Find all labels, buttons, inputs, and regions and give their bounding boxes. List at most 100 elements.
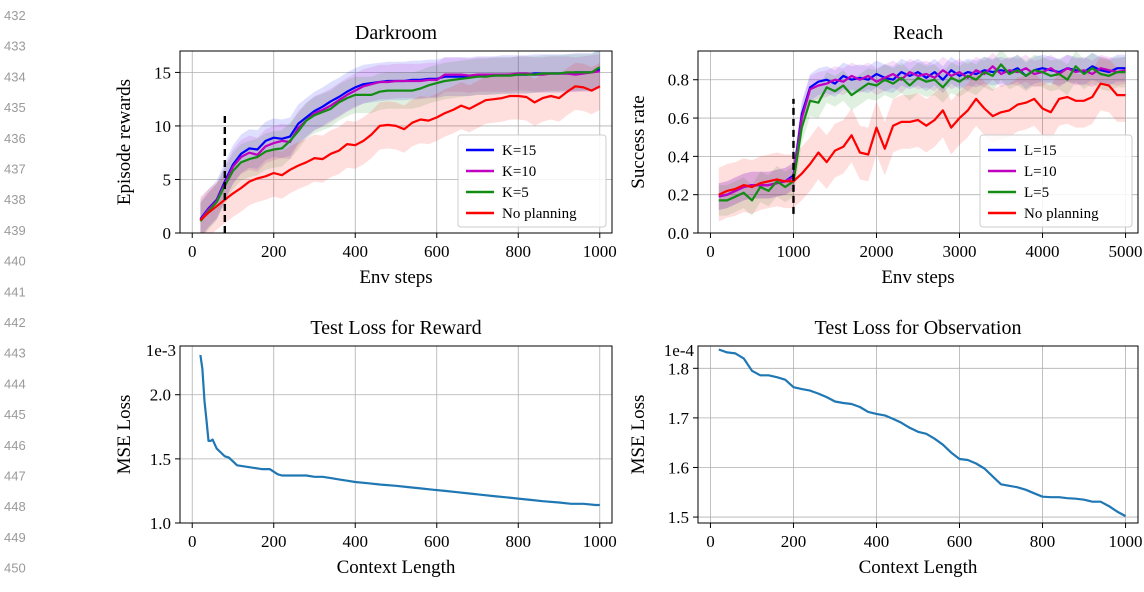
- x-tick-label: 200: [781, 532, 807, 551]
- y-tick-label: 0.4: [668, 147, 690, 166]
- line-number: 433: [4, 39, 26, 54]
- y-axis-label: MSE Loss: [114, 395, 135, 475]
- x-tick-label: 800: [506, 242, 532, 261]
- plot-frame: [179, 50, 613, 234]
- x-tick-label: 400: [864, 532, 890, 551]
- y-axis-label: Success rate: [628, 95, 649, 188]
- x-tick-label: 0: [706, 532, 715, 551]
- line-number: 441: [4, 284, 26, 299]
- legend: L=15 L=10 L=5 No planning: [979, 134, 1133, 228]
- reward_loss-chart: 0 200 400 600 800 1000 1.0 1.5 2.0 Test Loss for …: [114, 317, 617, 578]
- y-tick-label: 15: [154, 63, 171, 82]
- legend-label: L=10: [1024, 164, 1057, 180]
- line-number: 435: [4, 100, 26, 115]
- line-number: 442: [4, 315, 26, 330]
- line-number: 434: [4, 69, 26, 84]
- x-axis-label: Env steps: [881, 267, 954, 288]
- legend-label: K=10: [502, 164, 536, 180]
- y-tick-label: 1.0: [150, 514, 171, 533]
- x-tick-label: 600: [424, 242, 450, 261]
- line-number: 445: [4, 407, 26, 422]
- line-number: 447: [4, 469, 26, 484]
- band-L=15: [718, 52, 1126, 211]
- x-tick-label: 3000: [943, 242, 977, 261]
- y-tick-label: 5: [163, 170, 172, 189]
- line-number: 443: [4, 346, 26, 361]
- y-tick-label: 1.5: [668, 508, 689, 527]
- series-line-k-5: [199, 66, 601, 222]
- chart-title: Test Loss for Observation: [815, 317, 1022, 339]
- line-number: 432: [4, 8, 26, 23]
- y-tick-label: 2.0: [150, 386, 171, 405]
- chart-title: Test Loss for Reward: [310, 317, 481, 339]
- series-line-no-planning: [199, 85, 601, 222]
- x-tick-label: 1000: [583, 242, 617, 261]
- x-tick-label: 0: [188, 532, 197, 551]
- plot-area: [718, 51, 1126, 222]
- scale-label: 1e-4: [664, 341, 695, 360]
- y-tick-label: 0.6: [668, 109, 689, 128]
- x-tick-label: 600: [424, 532, 450, 551]
- x-tick-label: 1000: [776, 242, 810, 261]
- line-number: 444: [4, 376, 26, 391]
- y-axis-label: MSE Loss: [628, 395, 649, 475]
- legend-label: K=5: [502, 185, 529, 201]
- band-No planning: [718, 56, 1126, 222]
- y-tick-label: 0.8: [668, 71, 689, 90]
- y-tick-label: 10: [154, 117, 171, 136]
- line-number: 438: [4, 192, 26, 207]
- band-L=10: [718, 52, 1126, 211]
- line-number: 440: [4, 254, 26, 269]
- x-tick-label: 0: [188, 242, 197, 261]
- legend-label: No planning: [502, 206, 577, 222]
- y-tick-label: 1.6: [668, 458, 689, 477]
- band-L=5: [718, 51, 1126, 216]
- line-number: 436: [4, 131, 26, 146]
- line-number: 439: [4, 223, 26, 238]
- chart-title: Darkroom: [355, 22, 438, 44]
- legend-label: L=5: [1024, 185, 1049, 201]
- series-line-no-planning: [718, 82, 1126, 196]
- line-number: 448: [4, 499, 26, 514]
- series-line-loss: [199, 354, 600, 507]
- legend-box: [979, 134, 1133, 228]
- x-tick-label: 5000: [1109, 242, 1143, 261]
- plot-frame: [697, 345, 1139, 524]
- x-axis-label: Context Length: [337, 557, 456, 578]
- x-tick-label: 400: [342, 532, 368, 551]
- chart-title: Reach: [893, 22, 943, 44]
- x-tick-label: 0: [706, 242, 715, 261]
- y-tick-label: 0: [163, 224, 172, 243]
- plot-area: [199, 51, 601, 233]
- y-tick-label: 1.5: [150, 450, 171, 469]
- plot-area: [718, 348, 1127, 518]
- band-No planning: [200, 62, 600, 233]
- plot-area: [199, 354, 600, 507]
- legend-box: [457, 134, 607, 228]
- series-line-l-5: [718, 63, 1126, 202]
- x-tick-label: 400: [342, 242, 368, 261]
- legend-label: No planning: [1024, 206, 1099, 222]
- y-tick-label: 1.7: [668, 409, 690, 428]
- x-tick-label: 1000: [583, 532, 617, 551]
- line-number: 446: [4, 438, 26, 453]
- y-tick-label: 0.2: [668, 186, 689, 205]
- legend: K=15 K=10 K=5 No planning: [457, 134, 607, 228]
- line-number: 450: [4, 561, 26, 576]
- x-axis-label: Context Length: [859, 557, 978, 578]
- legend-label: L=15: [1024, 143, 1057, 159]
- scale-label: 1e-3: [146, 341, 176, 360]
- x-axis-label: Env steps: [359, 267, 432, 288]
- x-tick-label: 800: [1030, 532, 1056, 551]
- x-tick-label: 200: [261, 532, 287, 551]
- x-tick-label: 200: [261, 242, 287, 261]
- x-tick-label: 800: [506, 532, 532, 551]
- y-axis-label: Episode rewards: [114, 79, 135, 205]
- line-number: 437: [4, 162, 26, 177]
- obs_loss-chart: 0 200 400 600 800 1000 1.5 1.6 1.7 1.8 Test Loss f…: [628, 317, 1143, 578]
- series-line-loss: [718, 348, 1127, 518]
- plot-frame: [697, 50, 1139, 234]
- darkroom-chart: 0 200 400 600 800 1000 0 5 10 15 Darkroom Env steps…: [114, 22, 617, 288]
